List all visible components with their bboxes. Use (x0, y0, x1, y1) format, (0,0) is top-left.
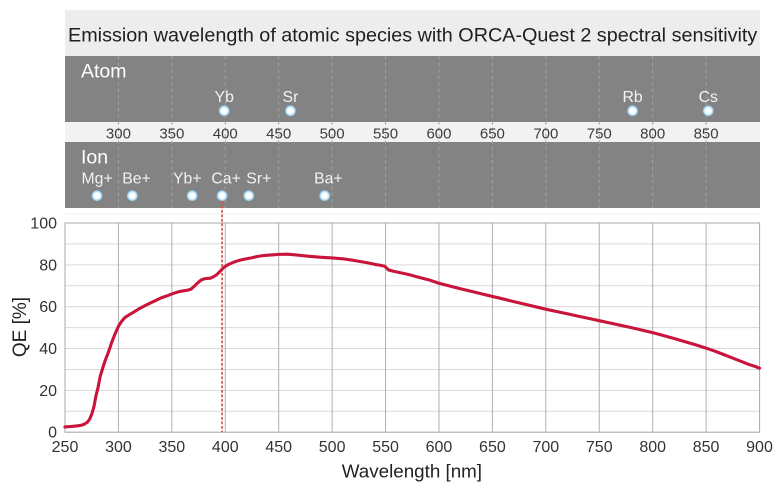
svg-text:Yb: Yb (215, 89, 235, 106)
svg-text:20: 20 (39, 383, 57, 400)
svg-text:450: 450 (265, 439, 292, 456)
svg-text:650: 650 (479, 439, 506, 456)
svg-text:Emission wavelength of atomic: Emission wavelength of atomic species wi… (68, 25, 757, 47)
svg-text:850: 850 (693, 439, 720, 456)
svg-text:750: 750 (587, 126, 612, 143)
svg-text:750: 750 (586, 439, 613, 456)
svg-text:400: 400 (213, 126, 238, 143)
svg-text:550: 550 (372, 439, 399, 456)
svg-text:450: 450 (266, 126, 291, 143)
svg-text:800: 800 (639, 439, 666, 456)
svg-text:400: 400 (212, 439, 239, 456)
svg-text:800: 800 (640, 126, 665, 143)
svg-text:350: 350 (159, 126, 184, 143)
svg-text:Wavelength [nm]: Wavelength [nm] (342, 460, 482, 481)
svg-text:600: 600 (426, 126, 451, 143)
svg-text:250: 250 (52, 439, 79, 456)
svg-text:Be+: Be+ (122, 170, 151, 187)
svg-text:850: 850 (694, 126, 719, 143)
svg-text:Cs: Cs (699, 89, 718, 106)
svg-text:Ba+: Ba+ (314, 170, 343, 187)
svg-text:900: 900 (746, 439, 773, 456)
svg-text:Sr+: Sr+ (246, 170, 271, 187)
svg-text:500: 500 (320, 126, 345, 143)
svg-text:100: 100 (30, 216, 57, 233)
svg-text:700: 700 (533, 126, 558, 143)
svg-text:QE [%]: QE [%] (10, 297, 31, 357)
svg-text:Ion: Ion (81, 147, 108, 169)
svg-text:Rb: Rb (622, 89, 642, 106)
svg-text:Ca+: Ca+ (211, 170, 240, 187)
svg-text:600: 600 (426, 439, 453, 456)
svg-text:650: 650 (480, 126, 505, 143)
svg-text:0: 0 (48, 425, 57, 442)
svg-text:Mg+: Mg+ (82, 170, 113, 187)
svg-text:300: 300 (106, 126, 131, 143)
svg-text:80: 80 (39, 257, 57, 274)
svg-text:700: 700 (532, 439, 559, 456)
svg-text:550: 550 (373, 126, 398, 143)
svg-text:500: 500 (319, 439, 346, 456)
svg-text:300: 300 (105, 439, 132, 456)
svg-text:Sr: Sr (283, 89, 299, 106)
svg-text:Atom: Atom (81, 61, 127, 83)
svg-text:Yb+: Yb+ (173, 170, 202, 187)
svg-text:350: 350 (158, 439, 185, 456)
svg-text:40: 40 (39, 341, 57, 358)
svg-text:60: 60 (39, 299, 57, 316)
